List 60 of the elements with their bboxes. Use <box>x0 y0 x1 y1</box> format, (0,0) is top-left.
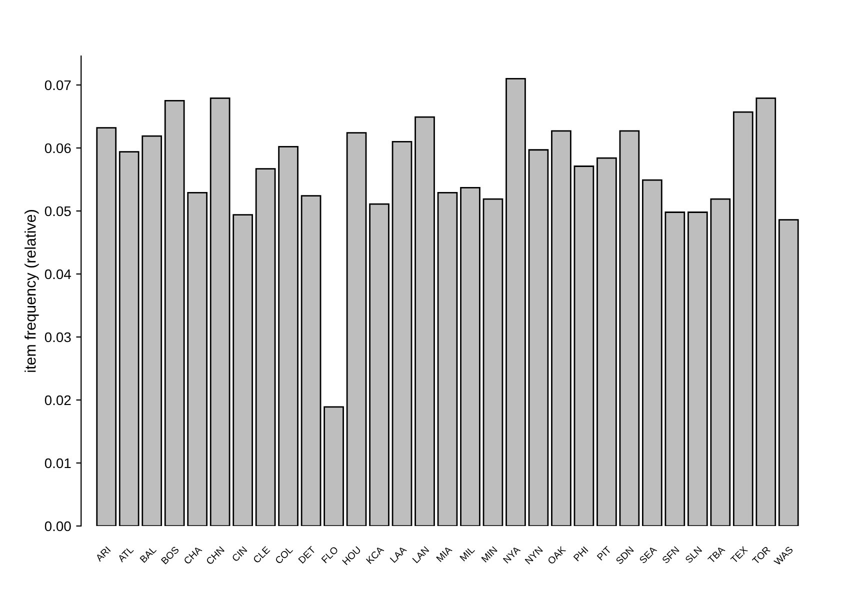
x-tick-label: CIN <box>232 546 248 562</box>
bar <box>324 406 344 526</box>
x-tick-label: NYA <box>502 546 521 564</box>
y-tick-label: 0.06 <box>44 143 71 154</box>
x-tick-label: SEA <box>638 546 658 564</box>
bar <box>778 219 799 526</box>
x-tick-label: TOR <box>752 546 771 565</box>
bar <box>118 151 140 526</box>
bar <box>255 168 276 526</box>
x-tick-label: PHI <box>573 546 588 562</box>
bar <box>96 127 117 526</box>
bar <box>642 179 662 526</box>
x-tick-label: TBA <box>707 546 726 564</box>
bar <box>687 212 708 526</box>
bar <box>482 198 504 526</box>
bar <box>346 132 367 526</box>
x-tick-label: MIA <box>436 546 452 562</box>
x-tick-label: MIN <box>481 546 498 562</box>
bar <box>732 111 754 526</box>
x-tick-label: CHA <box>183 546 202 565</box>
y-axis-title: item frequency (relative) <box>24 210 39 372</box>
bar <box>300 195 322 526</box>
x-tick-label: BAL <box>140 546 157 563</box>
y-tick-label: 0.03 <box>44 332 71 342</box>
bar <box>664 212 686 526</box>
y-tick-label: 0.02 <box>44 395 71 406</box>
x-tick-label: LAA <box>390 546 407 563</box>
bar <box>596 157 617 526</box>
y-tick-label: 0.01 <box>44 458 71 468</box>
bar <box>506 78 526 526</box>
y-tick-label: 0.05 <box>44 206 71 216</box>
x-tick-label: ATL <box>117 546 134 563</box>
x-tick-label: ARI <box>95 546 111 562</box>
bar <box>142 135 162 526</box>
y-tick-label: 0.04 <box>44 269 71 280</box>
bar <box>551 130 572 526</box>
x-tick-label: COL <box>274 546 294 564</box>
bar <box>392 140 412 526</box>
bar <box>278 146 298 526</box>
bar <box>437 192 458 526</box>
y-tick-label: 0.00 <box>44 521 71 532</box>
bar <box>710 198 731 526</box>
bar <box>232 214 253 526</box>
x-tick-label: CLE <box>252 546 270 564</box>
x-tick-label: KCA <box>366 546 384 564</box>
bar <box>210 98 230 526</box>
bar <box>414 116 435 526</box>
x-tick-label: FLO <box>321 546 339 564</box>
bar <box>756 98 776 526</box>
bar <box>369 203 390 526</box>
bar <box>528 149 549 526</box>
y-tick-label: 0.07 <box>44 80 71 90</box>
bar <box>187 192 208 526</box>
bar <box>619 130 640 526</box>
bar <box>574 166 594 526</box>
bar <box>164 100 185 526</box>
x-tick-label: MIL <box>460 546 475 562</box>
bar <box>460 186 480 526</box>
x-tick-label: TEX <box>730 546 748 564</box>
x-tick-label: PIT <box>596 546 612 561</box>
